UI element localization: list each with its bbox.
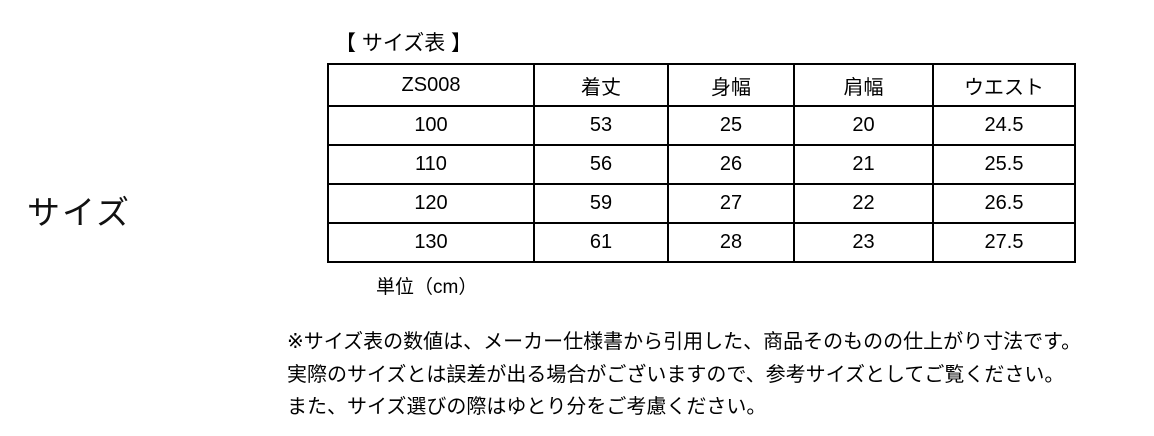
cell-shoulder-width: 22 [793, 183, 934, 224]
cell-waist: 26.5 [932, 183, 1076, 224]
column-header-body-width: 身幅 [667, 63, 795, 107]
cell-body-length: 56 [533, 144, 669, 185]
note-line-2: 実際のサイズとは誤差が出る場合がございますので、参考サイズとしてご覧ください。 [287, 363, 1065, 386]
cell-waist: 27.5 [932, 222, 1076, 263]
cell-shoulder-width: 21 [793, 144, 934, 185]
side-size-label: サイズ [27, 194, 132, 231]
table-row-size-100: 100 53 25 20 24.5 [327, 105, 1076, 146]
size-disclaimer-notes: ※サイズ表の数値は、メーカー仕様書から引用した、商品そのものの仕上がり寸法です。… [287, 326, 1081, 424]
cell-body-width: 25 [667, 105, 795, 146]
cell-size: 130 [327, 222, 535, 263]
column-header-body-length: 着丈 [533, 63, 669, 107]
cell-size: 120 [327, 183, 535, 224]
cell-waist: 25.5 [932, 144, 1076, 185]
column-header-model-code: ZS008 [327, 63, 535, 107]
cell-body-length: 53 [533, 105, 669, 146]
cell-shoulder-width: 23 [793, 222, 934, 263]
note-line-3: また、サイズ選びの際はゆとり分をご考慮ください。 [287, 396, 767, 418]
unit-note: 単位（cm） [376, 277, 478, 298]
column-header-waist: ウエスト [932, 63, 1076, 107]
table-row-size-130: 130 61 28 23 27.5 [327, 222, 1076, 263]
cell-body-width: 28 [667, 222, 795, 263]
cell-body-width: 26 [667, 144, 795, 185]
cell-body-width: 27 [667, 183, 795, 224]
table-header-row: ZS008 着丈 身幅 肩幅 ウエスト [327, 63, 1076, 107]
column-header-shoulder-width: 肩幅 [793, 63, 934, 107]
size-table-title: 【 サイズ表 】 [335, 32, 473, 55]
cell-size: 100 [327, 105, 535, 146]
cell-body-length: 61 [533, 222, 669, 263]
note-line-1: ※サイズ表の数値は、メーカー仕様書から引用した、商品そのものの仕上がり寸法です。 [287, 331, 1082, 353]
cell-shoulder-width: 20 [793, 105, 934, 146]
size-table: ZS008 着丈 身幅 肩幅 ウエスト 100 53 25 20 24.5 11… [327, 63, 1076, 263]
cell-size: 110 [327, 144, 535, 185]
table-row-size-120: 120 59 27 22 26.5 [327, 183, 1076, 224]
cell-waist: 24.5 [932, 105, 1076, 146]
cell-body-length: 59 [533, 183, 669, 224]
table-row-size-110: 110 56 26 21 25.5 [327, 144, 1076, 185]
